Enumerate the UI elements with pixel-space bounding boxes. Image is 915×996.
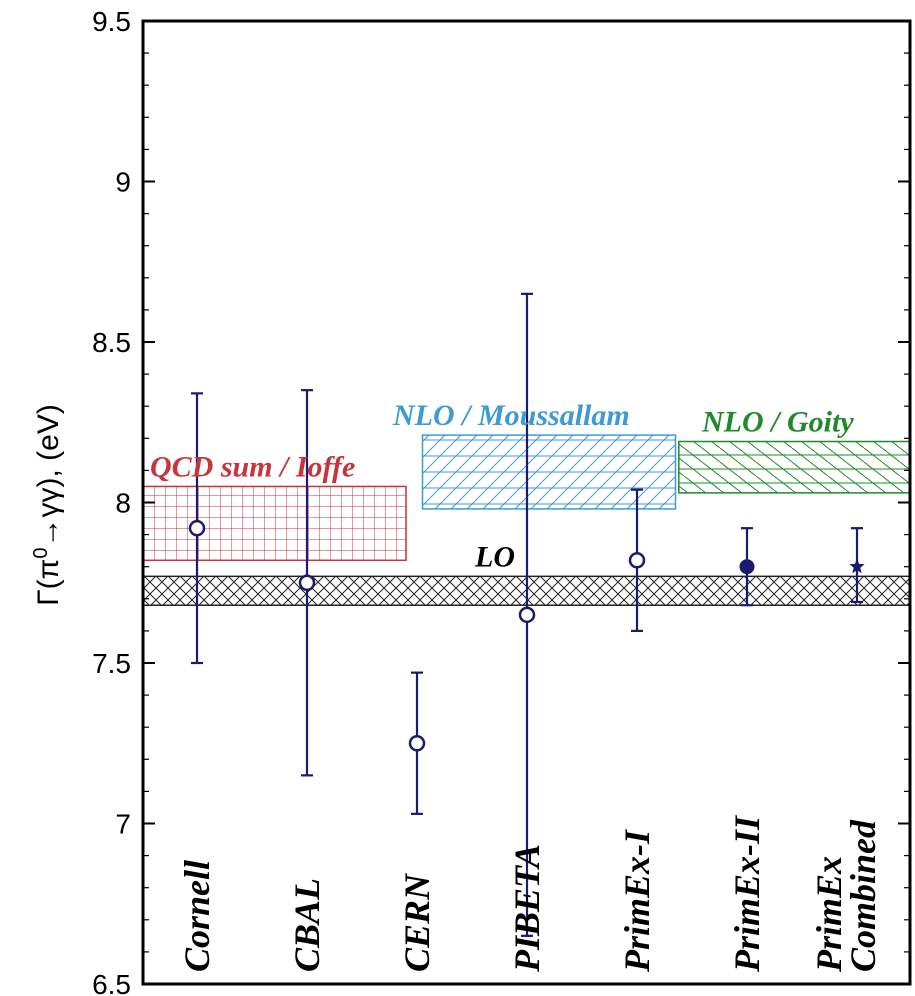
data-point-primex-i (628, 488, 646, 633)
category-label-cern: CERN (397, 872, 437, 972)
band-nlo-moussallam (421, 434, 677, 510)
band-qcd-sum-ioffe (142, 485, 407, 562)
band-label-lo: LO (474, 540, 515, 573)
category-label-pibeta: PIBETA (507, 844, 547, 973)
band-label-nlo-goity: NLO / Goity (701, 406, 854, 439)
data-point-cornell (188, 392, 206, 665)
marker-open-circle (518, 606, 536, 624)
y-tick-label: 9.5 (92, 6, 131, 37)
category-label-line1: PrimEx (809, 856, 849, 973)
marker-open-circle (408, 735, 426, 752)
data-point-cern (408, 671, 426, 815)
marker-open-circle (628, 552, 646, 569)
marker-filled-circle (739, 559, 755, 575)
category-label-cornell: Cornell (177, 860, 217, 972)
y-tick-label: 7 (115, 809, 131, 840)
marker-star (849, 558, 865, 574)
bands-layer (142, 434, 911, 606)
band-nlo-goity (678, 440, 911, 494)
category-label-primex-ii: PrimEx-II (727, 814, 767, 973)
category-label-cbal: CBAL (287, 878, 327, 972)
band-label-qcd-sum-ioffe: QCD sum / Ioffe (150, 450, 355, 483)
marker-open-circle (298, 574, 316, 591)
category-label-primex: PrimExCombined (809, 819, 883, 973)
axes-layer: 6.5 7 7.5 8 8.5 9 9.5 (92, 6, 912, 996)
y-tick-label: 8 (115, 488, 131, 519)
y-tick-label: 9 (115, 167, 131, 198)
data-point-cbal (298, 389, 316, 777)
band-label-nlo-moussallam: NLO / Moussallam (392, 399, 630, 432)
y-tick-label: 6.5 (92, 969, 131, 996)
data-point-primex-combined (849, 527, 865, 604)
points-layer (188, 292, 865, 937)
category-label-primex-i: PrimEx-I (617, 828, 657, 973)
marker-open-circle (188, 519, 206, 537)
data-point-pibeta (518, 292, 536, 937)
y-tick-label: 7.5 (92, 648, 131, 679)
data-point-primex-ii (739, 527, 755, 607)
y-tick-label: 8.5 (92, 327, 131, 358)
labels-layer: LO QCD sum / Ioffe NLO / Moussallam NLO / G… (150, 399, 883, 973)
category-label-line2: Combined (843, 819, 883, 972)
y-axis-label: Γ(π0→γγ), (eV) (30, 404, 65, 606)
